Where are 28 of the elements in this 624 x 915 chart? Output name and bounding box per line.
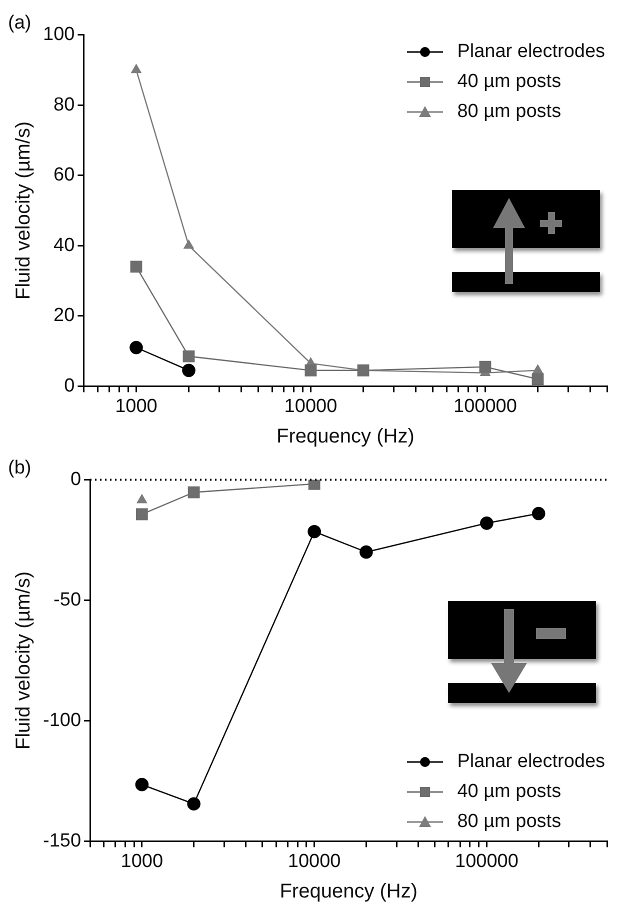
y-tick-label: -100: [42, 710, 82, 731]
legend-label: 80 µm posts: [457, 100, 562, 122]
x-tick-label: 1000: [115, 396, 158, 417]
y-tick-label: -150: [42, 830, 82, 852]
y-tick-label: 60: [54, 164, 75, 186]
x-tick-label: 1000: [120, 850, 164, 872]
chart-title: (b): [8, 458, 32, 479]
x-axis-title: Frequency (Hz): [280, 880, 418, 903]
legend-label: Planar electrodes: [457, 751, 606, 772]
x-tick-label: 100000: [454, 396, 517, 417]
y-tick-label: 100: [43, 24, 75, 46]
y-axis-title: Fluid velocity (µm/s): [12, 121, 35, 300]
y-axis-title: Fluid velocity (µm/s): [12, 571, 35, 750]
x-tick-label: 10000: [284, 396, 338, 417]
legend-label: 40 µm posts: [457, 781, 562, 802]
y-tick-label: 40: [54, 234, 75, 256]
y-tick-label: 80: [54, 94, 75, 116]
chart-title: (a): [8, 12, 32, 34]
y-tick-label: 0: [70, 469, 82, 490]
x-axis-title: Frequency (Hz): [276, 426, 414, 448]
x-tick-label: 10000: [288, 850, 341, 872]
legend-label: Planar electrodes: [457, 40, 606, 62]
y-tick-label: 20: [54, 305, 75, 326]
x-tick-label: 100000: [455, 850, 518, 872]
y-tick-label: 0: [64, 375, 75, 396]
legend-label: 80 µm posts: [457, 811, 562, 832]
y-tick-label: -50: [54, 590, 82, 610]
legend-label: 40 µm posts: [457, 70, 562, 92]
